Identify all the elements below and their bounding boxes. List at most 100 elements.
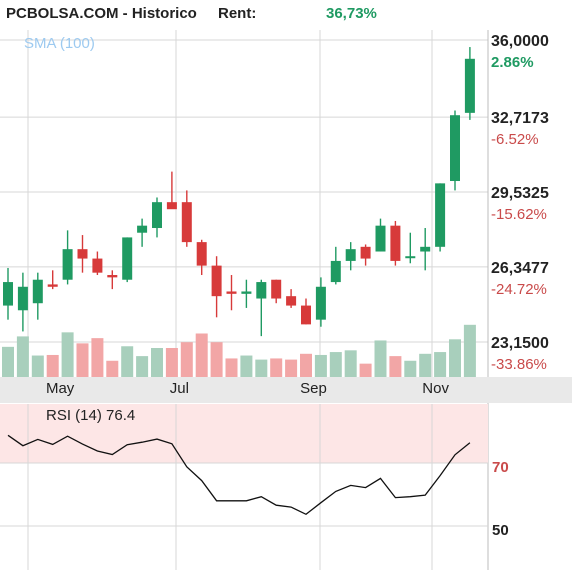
volume-bar	[463, 324, 476, 377]
candle	[330, 246, 341, 285]
price-grid	[0, 30, 489, 570]
candle	[92, 251, 103, 276]
price-tick-label: 36,0000	[491, 33, 549, 50]
candle-body	[286, 296, 297, 306]
candle-body	[390, 225, 401, 261]
candle-body	[62, 249, 73, 280]
candle	[62, 230, 73, 285]
rsi-overbought-band	[0, 404, 488, 463]
pct-tick-label: -15.62%	[491, 206, 547, 223]
candle-body	[271, 279, 282, 299]
candle	[345, 242, 356, 271]
candle-body	[301, 305, 311, 325]
candle-body	[107, 275, 118, 278]
candle	[166, 171, 177, 210]
volume-bar	[359, 363, 372, 377]
volume-bar	[285, 359, 298, 377]
volume-bars	[2, 324, 476, 377]
rsi-line	[7, 434, 471, 516]
candle-body	[17, 286, 28, 311]
date-axis-band	[0, 377, 572, 403]
rent-label: Rent:	[218, 5, 256, 22]
candle	[390, 220, 401, 266]
candle-body	[196, 242, 207, 266]
candle	[375, 218, 386, 252]
rsi-label: RSI (14) 76.4	[46, 407, 135, 424]
candle	[137, 218, 148, 247]
candle	[420, 228, 431, 271]
candle	[256, 279, 267, 337]
rent-value: 36,73%	[326, 5, 377, 22]
volume-bar	[91, 338, 104, 377]
volume-bar	[329, 352, 342, 377]
volume-bar	[136, 356, 149, 377]
candle-body	[211, 265, 222, 297]
volume-bar	[419, 353, 432, 377]
candle-body	[345, 249, 356, 261]
candle	[271, 279, 282, 304]
volume-bar	[151, 348, 163, 377]
candle-body	[450, 115, 460, 182]
candle-body	[181, 202, 192, 243]
candle-body	[360, 246, 371, 259]
candle	[17, 272, 28, 332]
volume-bar	[16, 336, 29, 377]
price-axis: 36,0000 2.86% 32,7173 -6.52% 29,5325 -15.62% 2…	[491, 33, 549, 373]
candle	[464, 47, 475, 120]
price-tick-label: 23,1500	[491, 335, 549, 352]
month-label: Jul	[170, 380, 189, 397]
candle	[315, 277, 326, 327]
rsi-tick-label: 70	[492, 459, 509, 476]
candle-body	[226, 291, 237, 294]
volume-bar	[106, 360, 119, 377]
price-tick-label: 29,5325	[491, 185, 549, 202]
candle	[435, 183, 446, 252]
candle	[3, 267, 13, 320]
sma-legend: SMA (100)	[24, 35, 95, 52]
volume-bar	[344, 350, 357, 377]
pct-tick-label: 2.86%	[491, 54, 534, 71]
volume-bar	[46, 354, 59, 377]
month-label: Nov	[422, 380, 449, 397]
volume-bar	[165, 348, 178, 377]
volume-bar	[225, 358, 238, 377]
pct-tick-label: -33.86%	[491, 356, 547, 373]
pct-tick-label: -6.52%	[491, 131, 539, 148]
volume-bar	[210, 342, 223, 377]
candle-body	[435, 183, 446, 247]
candle	[196, 239, 207, 276]
candle	[47, 270, 58, 290]
chart-title: PCBOLSA.COM - Historico	[6, 5, 197, 22]
candle-body	[330, 260, 341, 283]
candle-body	[77, 249, 88, 259]
candle-body	[122, 237, 133, 280]
candle	[181, 190, 192, 247]
volume-bar	[270, 358, 283, 377]
candle	[450, 110, 460, 191]
rsi-grid	[0, 404, 488, 570]
volume-bar	[255, 359, 268, 377]
volume-bar	[449, 339, 461, 377]
volume-bar	[195, 333, 208, 377]
candle	[360, 244, 371, 266]
month-label: May	[46, 380, 75, 397]
candlestick-series	[3, 47, 475, 337]
candle-body	[420, 246, 431, 252]
candle	[286, 289, 297, 308]
volume-bar	[31, 355, 44, 377]
volume-bar	[300, 353, 312, 377]
month-label: Sep	[300, 380, 327, 397]
candle-body	[47, 284, 58, 287]
candle	[107, 270, 118, 290]
candle-body	[166, 202, 177, 210]
candle	[122, 237, 133, 283]
volume-bar	[240, 355, 253, 377]
candle-body	[152, 202, 162, 229]
date-axis: May Jul Sep Nov	[46, 380, 449, 397]
candle-body	[405, 256, 416, 259]
rsi-tick-label: 50	[492, 522, 509, 539]
volume-bar	[61, 332, 74, 377]
candle	[77, 235, 88, 273]
candle	[32, 272, 43, 320]
